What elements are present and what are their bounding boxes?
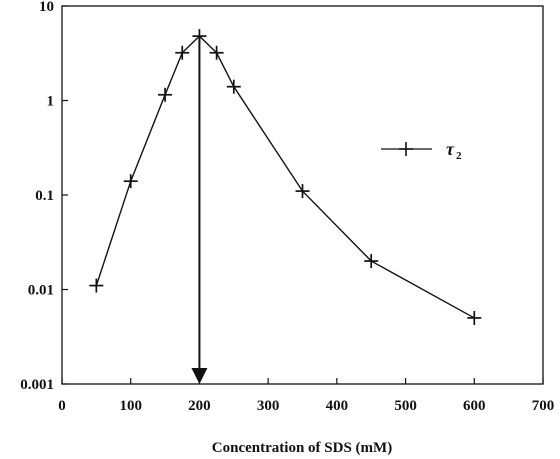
x-tick-label: 400 (326, 398, 349, 414)
data-point-marker (175, 45, 190, 60)
y-axis: 0.001 0.01 0.1 1 10 (20, 0, 68, 393)
y-tick-label: 10 (39, 0, 54, 15)
series-line (95, 35, 475, 319)
data-point-marker (209, 45, 224, 60)
data-point-marker (89, 278, 104, 293)
legend-marker (399, 142, 413, 156)
x-tick-label: 600 (463, 398, 486, 414)
y-tick-label: 0.1 (35, 188, 54, 204)
annotation-layer (191, 36, 208, 384)
x-tick-label: 500 (394, 398, 417, 414)
y-tick-label: 0.001 (20, 377, 54, 393)
y-tick-label: 1 (47, 94, 55, 110)
x-tick-label: 200 (188, 398, 211, 414)
data-point-marker (226, 79, 241, 94)
y-tick-label: 0.01 (28, 283, 54, 299)
x-axis: 0 100 200 300 400 500 600 700 (58, 378, 554, 414)
x-tick-label: 300 (257, 398, 280, 414)
series-layer (89, 29, 482, 325)
x-tick-label: 0 (58, 398, 66, 414)
data-point-marker (295, 184, 310, 199)
x-tick-label: 700 (532, 398, 555, 414)
data-point-marker (364, 254, 379, 269)
data-point-marker (123, 174, 138, 189)
data-point-marker (467, 310, 482, 325)
x-axis-label: Concentration of SDS (mM) (212, 440, 392, 456)
data-point-marker (158, 87, 173, 102)
arrow-head (191, 368, 208, 384)
x-tick-label: 100 (119, 398, 142, 414)
